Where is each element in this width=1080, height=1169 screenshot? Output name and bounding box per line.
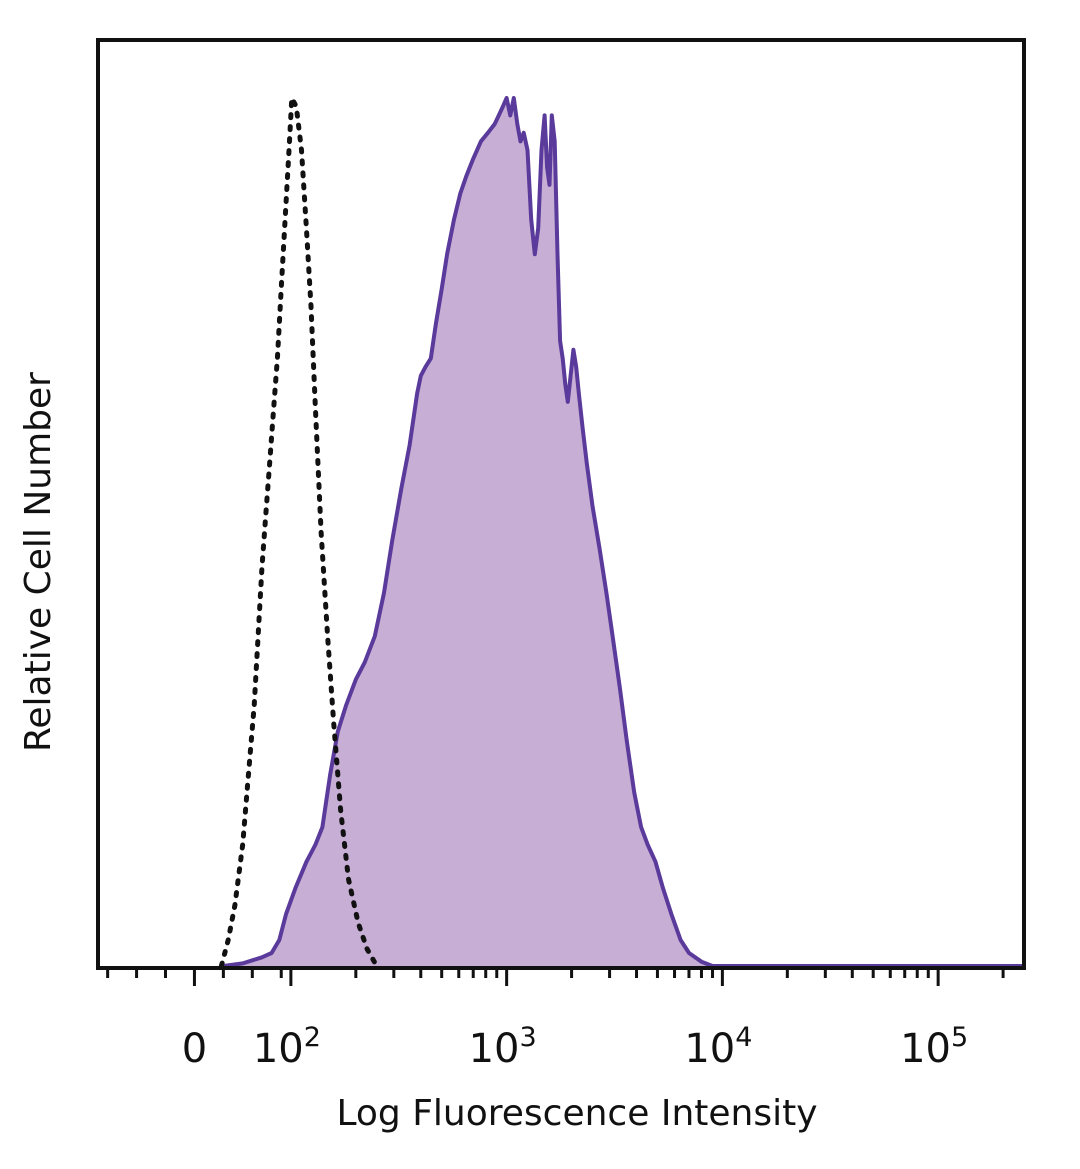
x-tick-label-exponent: 3 <box>519 1022 536 1053</box>
x-tick-label-base: 10 <box>469 1026 520 1072</box>
x-tick-label-base: 10 <box>684 1026 735 1072</box>
x-tick-label-base: 10 <box>253 1026 304 1072</box>
series-layer <box>218 88 1024 969</box>
plot-frame <box>96 38 1026 970</box>
x-tick-label-exponent: 5 <box>951 1022 968 1053</box>
x-tick-label: 105 <box>900 1022 968 1072</box>
y-axis-title: Relative Cell Number <box>18 372 59 752</box>
tick-layer: 0 102 103 104 105 <box>106 968 1005 1072</box>
x-tick-label-exponent: 2 <box>304 1022 321 1053</box>
control-histogram-dotted <box>218 88 380 969</box>
x-axis-title: Log Fluorescence Intensity <box>336 1093 817 1134</box>
x-tick-label: 102 <box>253 1022 321 1072</box>
x-tick-label-base: 10 <box>900 1026 951 1072</box>
x-tick-label-base: 0 <box>182 1026 207 1072</box>
histogram-fill-area <box>223 98 1024 966</box>
x-tick-label: 103 <box>469 1022 537 1072</box>
histogram-outline <box>223 96 1024 968</box>
x-tick-label: 0 <box>182 1026 207 1072</box>
x-tick-label: 104 <box>684 1022 752 1072</box>
x-tick-label-exponent: 4 <box>735 1022 752 1053</box>
